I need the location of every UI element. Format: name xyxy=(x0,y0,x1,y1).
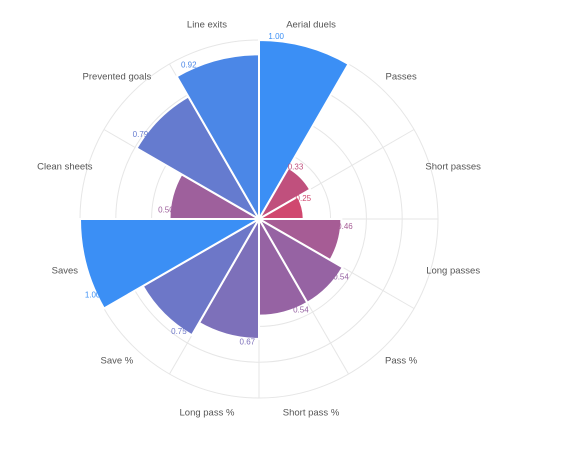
category-label: Short pass % xyxy=(283,408,340,419)
value-label: 0.46 xyxy=(337,222,353,231)
value-label: 0.25 xyxy=(296,194,312,203)
value-label: 0.50 xyxy=(158,205,174,214)
category-label: Passes xyxy=(386,71,417,82)
value-label: 0.54 xyxy=(293,306,309,315)
value-label: 0.75 xyxy=(171,327,187,336)
category-label: Line exits xyxy=(187,19,227,30)
value-label: 0.79 xyxy=(133,130,149,139)
category-label: Saves xyxy=(52,266,79,277)
category-labels: Aerial duels Passes Short passes Long passe… xyxy=(37,19,481,418)
category-label: Long pass % xyxy=(180,408,235,419)
category-label: Prevented goals xyxy=(83,71,152,82)
value-label: 1.00 xyxy=(268,32,284,41)
slice-1 xyxy=(258,38,350,223)
category-label: Long passes xyxy=(426,266,480,277)
chart-slices xyxy=(78,38,350,340)
value-label: 0.92 xyxy=(181,61,197,70)
category-label: Clean sheets xyxy=(37,161,93,172)
value-label: 0.67 xyxy=(240,337,256,346)
value-labels: 1.00 0.33 0.25 0.46 0.54 0.54 0.67 0.75 1.00 0.50… xyxy=(85,32,353,347)
value-label: 1.00 xyxy=(85,290,101,299)
category-label: Pass % xyxy=(385,356,418,367)
slice-12 xyxy=(175,53,260,223)
category-label: Save % xyxy=(100,356,133,367)
value-label: 0.33 xyxy=(288,163,304,172)
slice-2 xyxy=(256,166,312,222)
category-label: Aerial duels xyxy=(286,19,336,30)
value-label: 0.54 xyxy=(333,272,349,281)
slice-9 xyxy=(78,218,263,310)
category-label: Short passes xyxy=(425,161,481,172)
